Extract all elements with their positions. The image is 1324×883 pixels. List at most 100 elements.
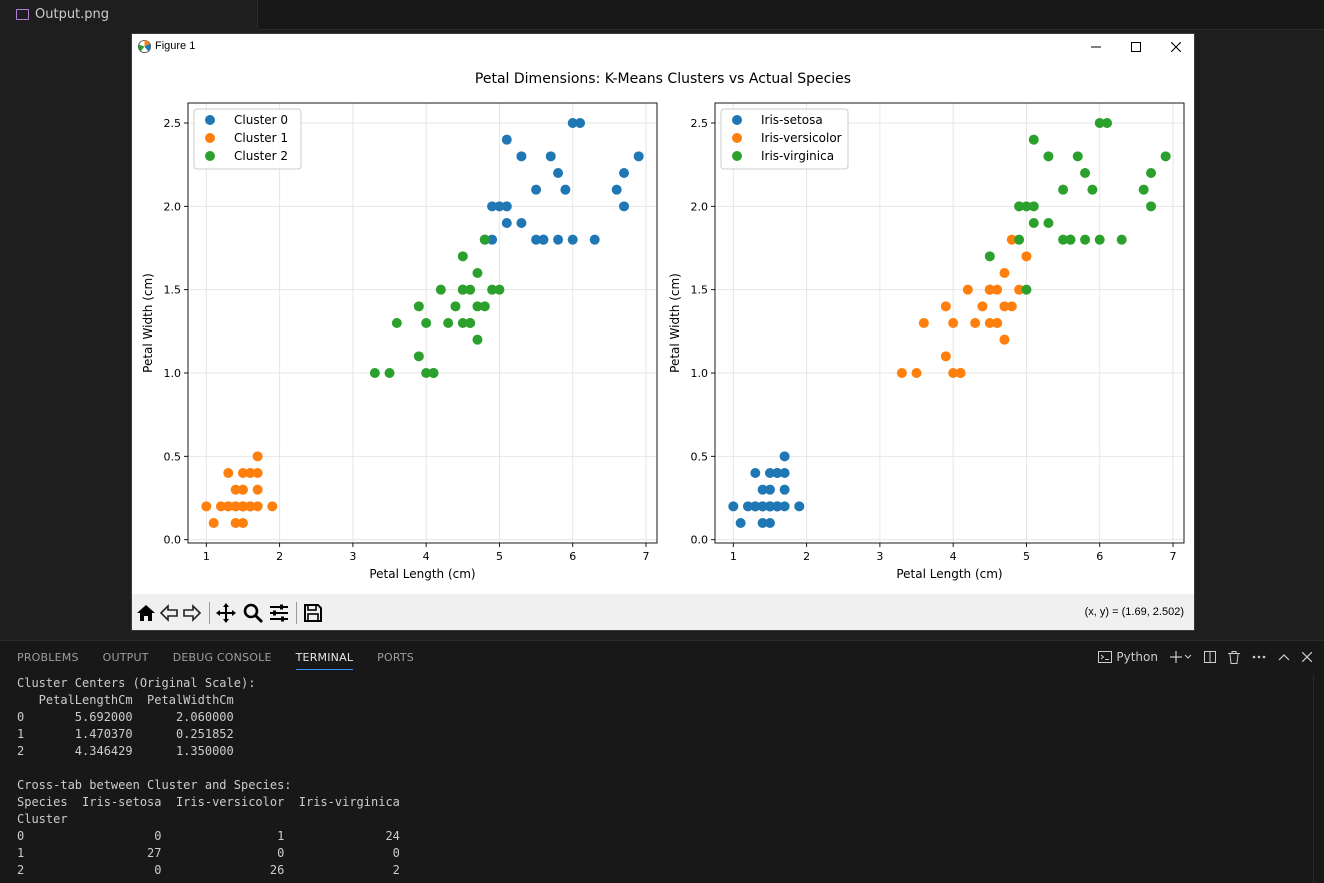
scatter-point [501,134,512,145]
tab-debug-console[interactable]: DEBUG CONSOLE [172,651,272,664]
terminal-shell-selector[interactable]: Python [1098,650,1158,664]
scatter-point [1065,234,1076,245]
y-tick-label: 2.0 [164,200,182,213]
matplotlib-app-icon [137,39,152,54]
more-actions-icon[interactable] [1252,655,1266,659]
scatter-point [267,501,278,512]
scatter-point [1094,234,1105,245]
x-axis-label: Petal Length (cm) [369,567,475,581]
tab-ports[interactable]: PORTS [377,651,414,664]
legend-marker [732,115,742,125]
scatter-point [230,484,241,495]
scatter-point [516,218,527,228]
y-tick-label: 0.5 [164,450,182,463]
editor-tab-output-png[interactable]: Output.png [0,0,258,29]
scatter-point [764,518,775,528]
scatter-point [223,501,234,512]
scatter-point [252,468,263,478]
scatter-point [457,318,468,328]
scatter-point [472,301,483,312]
legend-marker [732,133,742,143]
scatter-point [1006,301,1017,312]
scatter-point [465,284,476,295]
scatter-point [391,318,402,328]
forward-arrow-icon[interactable] [181,602,203,624]
back-arrow-icon[interactable] [158,602,180,624]
scatter-point [757,518,768,528]
scatter-point [764,484,775,495]
scatter-point [1058,234,1069,245]
x-tick-label: 4 [423,550,430,563]
terminal-line: 0 5.692000 2.060000 [17,710,234,724]
scatter-point [619,168,630,178]
close-button[interactable] [1156,34,1196,60]
pan-icon[interactable] [215,602,237,624]
terminal-line: Cluster [17,812,68,826]
scatter-point [1138,184,1149,195]
save-icon[interactable] [302,602,324,624]
x-tick-label: 6 [1096,550,1103,563]
scatter-point [575,118,586,128]
new-terminal-icon[interactable] [1170,651,1192,663]
cursor-coordinates: (x, y) = (1.69, 2.502) [1084,606,1184,618]
scatter-point [918,318,929,328]
maximize-panel-icon[interactable] [1278,653,1290,661]
close-panel-icon[interactable] [1302,652,1312,662]
scatter-point [1072,151,1083,162]
scatter-point [896,368,907,378]
scatter-point [567,118,578,128]
window-titlebar[interactable]: Figure 1 [132,34,1194,60]
scatter-point [435,284,446,295]
y-tick-label: 0.5 [691,450,709,463]
maximize-button[interactable] [1116,34,1156,60]
scatter-point [538,234,549,245]
y-tick-label: 2.5 [164,117,182,130]
scatter-point [940,301,951,312]
axes-frame [187,102,658,544]
terminal-icon [1098,651,1113,663]
scatter-point [487,234,498,245]
tab-problems[interactable]: PROBLEMS [17,651,79,664]
scatter-point [230,501,241,512]
configure-subplots-icon[interactable] [268,602,290,624]
scatter-point [1014,201,1025,212]
scatter-point [531,234,542,245]
scatter-point [457,284,468,295]
figure-canvas[interactable]: Petal Dimensions: K-Means Clusters vs Ac… [132,60,1194,593]
scatter-point [1028,218,1039,228]
scatter-point [1094,118,1105,128]
scatter-point [208,518,219,528]
scatter-point [948,318,959,328]
scatter-point [633,151,644,162]
scatter-point [1080,234,1091,245]
minimize-button[interactable] [1076,34,1116,60]
split-terminal-icon[interactable] [1204,651,1216,663]
scatter-point [237,468,248,478]
scatter-point [1058,184,1069,195]
trash-icon[interactable] [1228,650,1240,664]
x-tick-label: 5 [496,550,503,563]
y-tick-label: 0.0 [164,534,182,547]
scatter-point [955,368,966,378]
terminal-output[interactable]: Cluster Centers (Original Scale): PetalL… [17,675,1304,879]
minimize-icon [1091,46,1101,48]
scatter-point [1043,218,1054,228]
tab-output[interactable]: OUTPUT [102,651,149,664]
zoom-icon[interactable] [242,602,264,624]
x-tick-label: 6 [569,550,576,563]
scatter-point [230,518,241,528]
home-icon[interactable] [135,602,157,624]
panel-tabs: PROBLEMS OUTPUT DEBUG CONSOLE TERMINAL P… [17,651,414,670]
scatter-point [999,301,1010,312]
scatter-point [237,518,248,528]
scatter-point [1080,168,1091,178]
x-tick-label: 5 [1023,550,1030,563]
terminal-scrollbar[interactable] [1313,675,1324,883]
legend-box [193,108,302,170]
scatter-point [1028,201,1039,212]
scatter-point [501,201,512,212]
scatter-point [501,218,512,228]
scatter-point [215,501,226,512]
tab-terminal[interactable]: TERMINAL [295,651,354,670]
scatter-point [984,251,995,262]
